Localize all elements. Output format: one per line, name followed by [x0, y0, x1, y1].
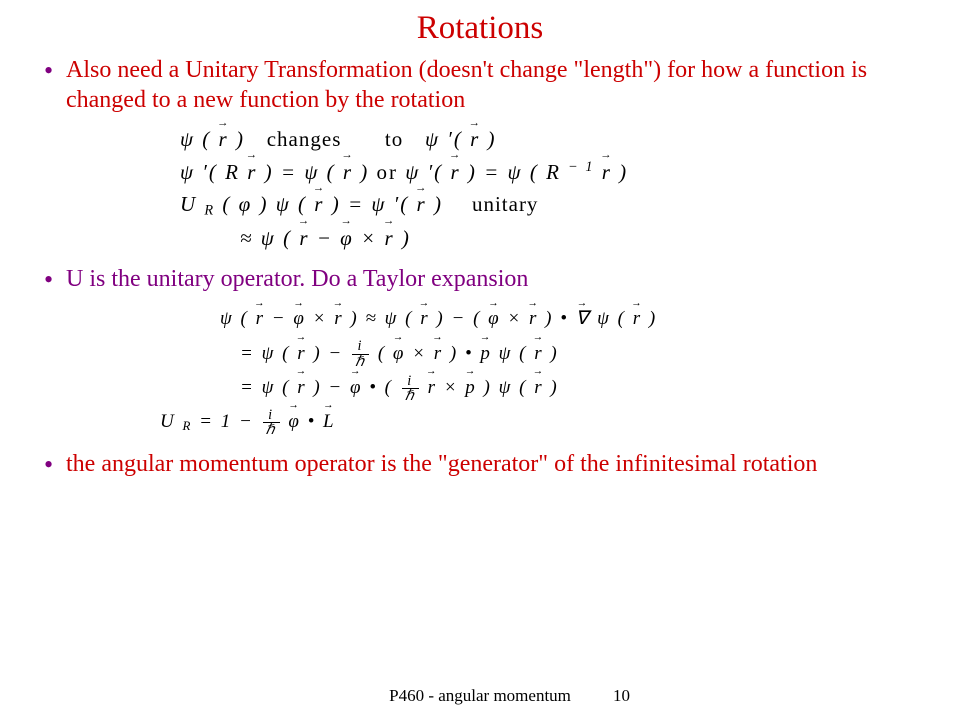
eq2-line2: = ψ ( r ) − iℏ ( φ × r ) • p ψ ( r ) — [220, 337, 920, 371]
eq2-line1: ψ ( r − φ × r ) ≈ ψ ( r ) − ( φ × r ) • … — [220, 302, 920, 336]
slide-title: Rotations — [40, 10, 920, 47]
slide-number: 10 — [613, 686, 630, 706]
equation-block-2: ψ ( r − φ × r ) ≈ ψ ( r ) − ( φ × r ) • … — [220, 302, 920, 439]
eq1-line1: ψ ( r ) changes to ψ ′( r ) — [180, 123, 920, 156]
bullet-item-2: U is the unitary operator. Do a Taylor e… — [40, 264, 920, 294]
footer-label: P460 - angular momentum — [389, 686, 571, 706]
eq1-line2: ψ ′( R r ) = ψ ( r ) or ψ ′( r ) = ψ ( R… — [180, 156, 920, 189]
slide-container: Rotations Also need a Unitary Transforma… — [0, 0, 960, 479]
eq1-line3: U R ( φ ) ψ ( r ) = ψ ′( r ) unitary — [180, 188, 920, 222]
bullet-text: Also need a Unitary Transformation (does… — [66, 57, 867, 113]
bullet-item-3: the angular momentum operator is the "ge… — [40, 449, 920, 479]
eq2-line4: U R = 1 − iℏ φ • L — [160, 405, 920, 439]
bullet-list-3: the angular momentum operator is the "ge… — [40, 449, 920, 479]
eq1-line4: ≈ ψ ( r − φ × r ) — [180, 222, 920, 255]
equation-block-1: ψ ( r ) changes to ψ ′( r ) ψ ′( R r ) =… — [180, 123, 920, 254]
bullet-text: the angular momentum operator is the "ge… — [66, 451, 817, 477]
bullet-item-1: Also need a Unitary Transformation (does… — [40, 55, 920, 115]
bullet-list: Also need a Unitary Transformation (does… — [40, 55, 920, 115]
bullet-list-2: U is the unitary operator. Do a Taylor e… — [40, 264, 920, 294]
bullet-text: U is the unitary operator. Do a Taylor e… — [66, 266, 528, 292]
